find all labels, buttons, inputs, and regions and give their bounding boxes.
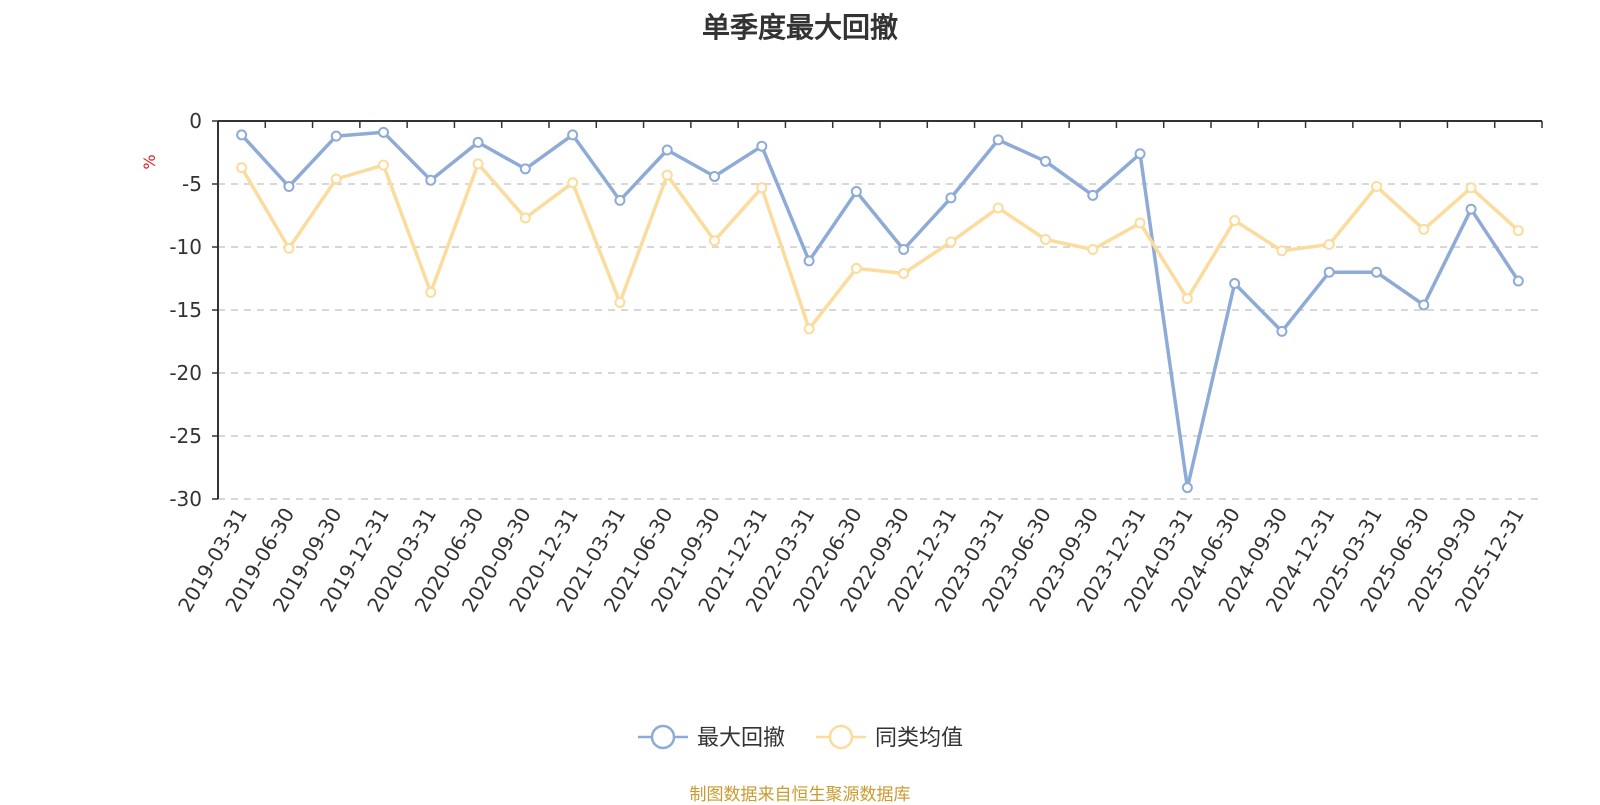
legend[interactable]: 最大回撤 同类均值 — [638, 724, 963, 751]
y-tick-label: -5 — [182, 172, 202, 196]
data-point-series-2[interactable] — [661, 169, 673, 181]
data-point-series-2[interactable] — [519, 212, 531, 224]
y-tick-label: -15 — [169, 298, 202, 322]
data-point-series-2[interactable] — [945, 236, 957, 248]
data-point-series-1[interactable] — [1087, 189, 1099, 201]
data-point-series-1[interactable] — [1229, 278, 1241, 290]
data-point-series-2[interactable] — [330, 173, 342, 185]
data-point-series-2[interactable] — [425, 286, 437, 298]
y-tick-label: -20 — [169, 361, 202, 385]
data-point-series-1[interactable] — [1371, 266, 1382, 278]
legend-item-1[interactable]: 最大回撤 — [638, 724, 785, 751]
data-point-series-1[interactable] — [1134, 148, 1146, 160]
data-point-series-1[interactable] — [1040, 155, 1051, 167]
data-point-series-1[interactable] — [1181, 482, 1193, 494]
data-point-series-2[interactable] — [803, 323, 815, 335]
data-point-series-2[interactable] — [236, 162, 248, 174]
y-unit-label: % — [140, 154, 159, 169]
data-point-series-2[interactable] — [850, 262, 862, 274]
data-point-series-2[interactable] — [709, 235, 720, 247]
y-tick-label: 0 — [189, 109, 202, 133]
data-point-series-1[interactable] — [519, 163, 531, 175]
data-point-series-1[interactable] — [803, 255, 815, 267]
y-tick-label: -25 — [169, 424, 202, 448]
legend-marker — [828, 724, 854, 750]
data-point-series-1[interactable] — [945, 192, 957, 204]
source-note: 制图数据来自恒生聚源数据库 — [689, 785, 911, 805]
legend-marker — [650, 724, 676, 750]
data-point-series-2[interactable] — [1181, 293, 1193, 305]
data-point-series-1[interactable] — [1323, 266, 1335, 278]
data-point-series-2[interactable] — [1040, 233, 1051, 245]
legend-item-2[interactable]: 同类均值 — [816, 724, 963, 751]
grid-lines — [218, 183, 1542, 500]
series-line-1[interactable] — [240, 130, 1520, 490]
y-tick-label: -10 — [169, 235, 202, 259]
data-point-series-2[interactable] — [1087, 244, 1099, 256]
data-point-series-2[interactable] — [1512, 225, 1524, 237]
data-point-series-1[interactable] — [283, 181, 295, 193]
data-point-series-1[interactable] — [1512, 275, 1524, 287]
data-point-series-1[interactable] — [614, 194, 626, 206]
legend-label: 最大回撤 — [697, 726, 785, 751]
chart-title: 单季度最大回撤 — [701, 11, 898, 44]
data-point-series-2[interactable] — [1229, 215, 1241, 227]
data-point-series-2[interactable] — [472, 158, 484, 170]
data-point-series-2[interactable] — [992, 202, 1004, 214]
data-point-series-1[interactable] — [1276, 325, 1288, 337]
data-point-series-2[interactable] — [378, 159, 389, 171]
y-tick-label: -30 — [169, 487, 202, 511]
data-point-series-1[interactable] — [567, 129, 579, 141]
data-point-series-1[interactable] — [330, 130, 342, 142]
data-point-series-2[interactable] — [1323, 238, 1335, 250]
data-point-series-1[interactable] — [1465, 203, 1477, 215]
data-point-series-1[interactable] — [898, 244, 910, 256]
series-line-2[interactable] — [240, 162, 1520, 331]
data-point-series-1[interactable] — [236, 129, 248, 141]
data-point-series-1[interactable] — [661, 144, 673, 156]
data-point-series-2[interactable] — [1418, 223, 1430, 235]
data-point-series-1[interactable] — [472, 136, 484, 148]
data-point-series-2[interactable] — [614, 296, 626, 308]
data-point-series-1[interactable] — [850, 186, 862, 198]
series-lines — [236, 126, 1524, 494]
data-point-series-2[interactable] — [1465, 182, 1477, 194]
axes: 0-5-10-15-20-25-302019-03-312019-06-3020… — [169, 109, 1543, 616]
data-point-series-1[interactable] — [1418, 299, 1430, 311]
data-point-series-1[interactable] — [425, 174, 437, 186]
data-point-series-2[interactable] — [1134, 217, 1146, 229]
data-point-series-2[interactable] — [756, 182, 768, 194]
data-point-series-2[interactable] — [567, 177, 579, 189]
data-point-series-2[interactable] — [283, 242, 295, 254]
data-point-series-2[interactable] — [1276, 245, 1288, 257]
data-point-series-1[interactable] — [992, 134, 1004, 146]
data-point-series-1[interactable] — [378, 126, 389, 138]
data-point-series-2[interactable] — [898, 267, 910, 279]
data-point-series-2[interactable] — [1371, 181, 1382, 193]
data-point-series-1[interactable] — [756, 140, 768, 152]
data-point-series-1[interactable] — [709, 170, 720, 182]
legend-label: 同类均值 — [875, 726, 963, 751]
